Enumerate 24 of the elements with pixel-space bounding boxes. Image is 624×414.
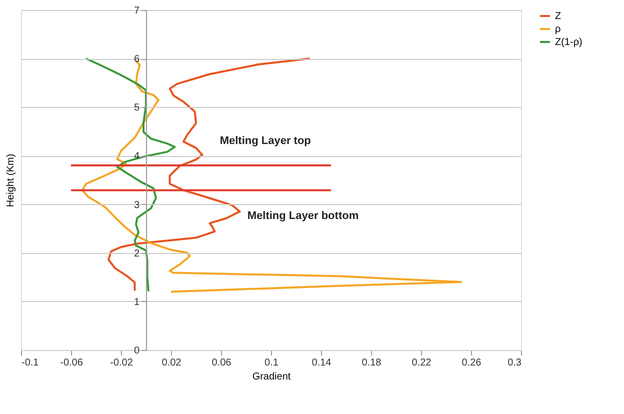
y-tick-label: 3: [134, 200, 140, 211]
x-tick-label: -0.06: [60, 358, 84, 368]
legend-label: Z(1-ρ): [555, 37, 582, 48]
legend-label: Z: [555, 11, 562, 22]
x-tick-label: 0.02: [162, 358, 182, 368]
y-tick-label: 0: [134, 346, 140, 356]
x-tick-label: -0.1: [22, 358, 40, 368]
y-tick-label: 1: [134, 296, 140, 308]
x-tick-label: 0.06: [212, 358, 232, 368]
x-tick-label: 0.18: [362, 358, 382, 368]
x-tick-label: 0.26: [462, 358, 482, 368]
x-tick-label: 0.3: [508, 358, 522, 368]
x-axis-title: Gradient: [252, 372, 291, 382]
x-tick-label: 0.22: [412, 358, 432, 368]
legend-label: ρ: [555, 24, 561, 35]
y-tick-label: 2: [134, 248, 140, 260]
y-tick-label: 7: [134, 6, 140, 16]
y-tick-label: 5: [134, 102, 140, 114]
y-axis-title: Height (Km): [6, 154, 16, 208]
annotation: Melting Layer bottom: [247, 210, 359, 222]
x-tick-label: 0.1: [264, 358, 279, 368]
annotation: Melting Layer top: [220, 134, 312, 147]
x-tick-label: -0.02: [110, 358, 134, 368]
x-tick-label: 0.14: [312, 358, 332, 368]
